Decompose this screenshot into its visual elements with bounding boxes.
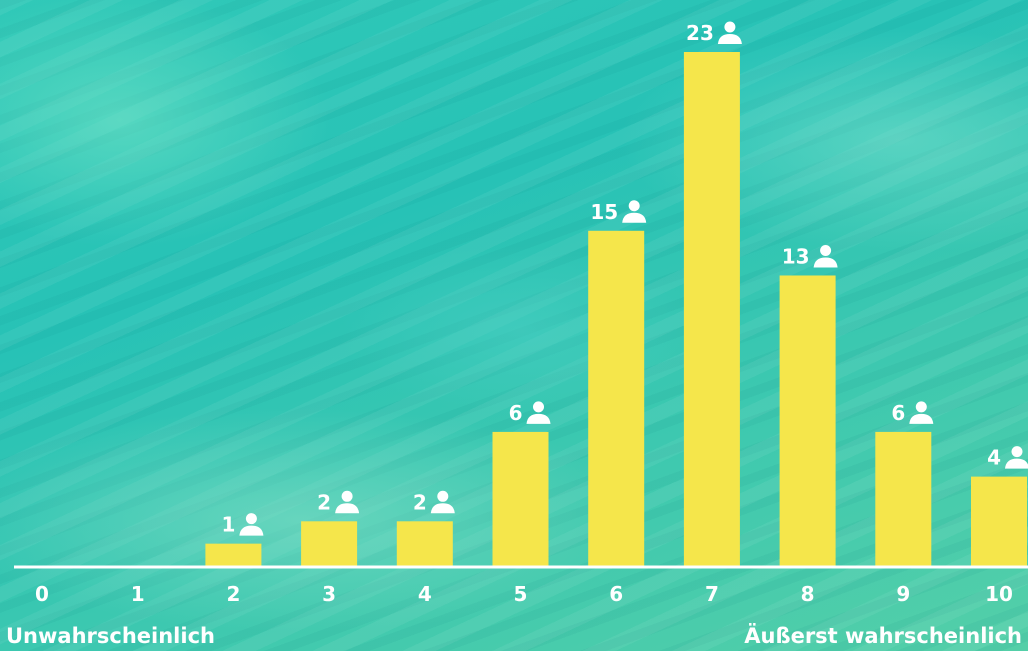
bar-value-label: 6 [509,401,551,425]
bar-value-label: 1 [221,513,264,537]
x-tick-label: 7 [705,582,719,606]
person-icon [622,200,647,223]
bar [301,521,358,566]
bar-value-number: 15 [590,200,618,224]
x-tick-label: 5 [514,582,528,606]
bar-value-label: 15 [590,200,647,224]
bar-value-number: 23 [686,21,714,45]
person-icon [813,244,838,268]
x-tick-label: 6 [609,582,623,606]
bar-value-number: 2 [317,490,331,514]
bar-value-label: 4 [987,446,1028,470]
bar [779,275,836,566]
value-labels-group: 1 2 2 6 15 23 13 6 4 [221,21,1028,537]
x-tick-label: 4 [418,582,432,606]
bar-value-number: 1 [221,513,235,537]
person-icon [717,21,742,44]
bar-value-label: 23 [686,21,742,45]
bar [396,521,453,566]
person-icon [430,490,455,514]
x-tick-label: 0 [35,582,49,606]
bar-value-label: 6 [891,401,934,425]
bar-value-label: 13 [782,244,838,268]
bar-value-number: 6 [891,401,905,425]
person-icon [1005,446,1028,469]
bar-value-label: 2 [317,490,360,514]
bar [588,230,645,567]
person-icon [526,401,551,424]
bar [492,431,549,566]
high-end-label: Äußerst wahrscheinlich [744,623,1022,648]
person-icon [335,490,360,514]
bar-value-number: 13 [782,244,810,268]
bar-value-number: 6 [509,401,523,425]
x-tick-labels-group: 0 1 2 3 4 5 6 7 8 9 10 [35,582,1013,606]
bar [683,52,740,566]
bar-value-number: 4 [987,446,1001,470]
person-icon [239,513,264,536]
x-tick-label: 3 [322,582,336,606]
x-tick-label: 10 [985,582,1013,606]
person-icon [909,401,934,424]
bar [971,476,1027,566]
x-tick-label: 8 [801,582,815,606]
x-tick-label: 1 [131,582,145,606]
x-tick-label: 9 [896,582,910,606]
bar [205,543,262,566]
bars-group [205,52,1027,567]
low-end-label: Unwahrscheinlich [6,624,215,648]
x-tick-label: 2 [226,582,240,606]
bar-value-number: 2 [413,490,427,514]
bar [875,431,932,566]
bar-value-label: 2 [413,490,455,514]
